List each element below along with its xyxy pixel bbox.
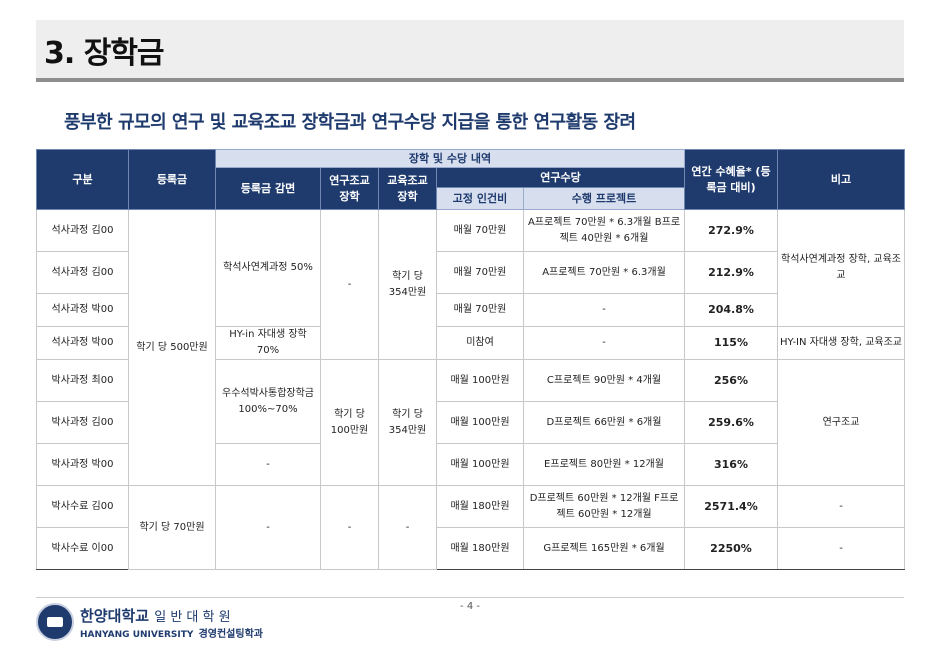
rate-cell: 256% [684, 359, 778, 402]
student-name: 석사과정 김00 [36, 251, 129, 294]
student-name: 석사과정 박00 [36, 326, 129, 360]
student-name: 박사과정 박00 [36, 443, 129, 486]
reduction-cell: - [215, 485, 321, 570]
project-cell: A프로젝트 70만원 * 6.3개월 [523, 251, 685, 294]
scholarship-table: 구분 등록금 장학 및 수당 내역 연간 수혜율* (등록금 대비) 비고 등록… [36, 149, 905, 570]
fixed-labor-cell: 미참여 [436, 326, 524, 360]
project-cell: D프로젝트 66만원 * 6개월 [523, 401, 685, 444]
ra-cell: - [320, 485, 379, 570]
rate-cell: 272.9% [684, 209, 778, 252]
student-name: 석사과정 김00 [36, 209, 129, 252]
fixed-labor-cell: 매월 70만원 [436, 251, 524, 294]
note-cell: - [777, 527, 905, 570]
rate-cell: 204.8% [684, 293, 778, 327]
page-subtitle: 풍부한 규모의 연구 및 교육조교 장학금과 연구수당 지급을 통한 연구활동 … [64, 112, 636, 133]
fixed-labor-cell: 매월 100만원 [436, 443, 524, 486]
student-name: 박사수료 김00 [36, 485, 129, 528]
project-cell: A프로젝트 70만원 * 6.3개월 B프로젝트 40만원 * 6개월 [523, 209, 685, 252]
fixed-labor-cell: 매월 180만원 [436, 527, 524, 570]
header-teaching-assistant: 교육조교 장학 [378, 167, 437, 210]
table-row: 석사과정 박00 매월 70만원 - 204.8% [36, 293, 905, 327]
header-annual-benefit: 연간 수혜율* (등록금 대비) [684, 149, 778, 210]
reduction-cell: 학석사연계과정 50% [215, 209, 321, 327]
ra-cell: 학기 당 100만원 [320, 359, 379, 486]
note-cell: 연구조교 [777, 359, 905, 486]
fixed-labor-cell: 매월 70만원 [436, 209, 524, 252]
page-title: 3. 장학금 [44, 36, 165, 71]
footer-divider [36, 597, 904, 598]
title-bar: 3. 장학금 [36, 20, 904, 82]
project-cell: C프로젝트 90만원 * 4개월 [523, 359, 685, 402]
ta-cell: - [378, 485, 437, 570]
student-name: 박사수료 이00 [36, 527, 129, 570]
rate-cell: 212.9% [684, 251, 778, 294]
header-category: 구분 [36, 149, 129, 210]
university-seal-icon [36, 603, 74, 641]
ra-cell: - [320, 209, 379, 360]
graduate-school-name: 일 반 대 학 원 [154, 610, 231, 625]
reduction-cell: 우수석박사통합장학금 100%~70% [215, 359, 321, 444]
tuition-cell: 학기 당 70만원 [128, 485, 216, 570]
table-row: 석사과정 김00 매월 70만원 A프로젝트 70만원 * 6.3개월 212.… [36, 251, 905, 294]
note-cell: HY-IN 자대생 장학, 교육조교 [777, 326, 905, 360]
project-cell: E프로젝트 80만원 * 12개월 [523, 443, 685, 486]
table-row: 박사수료 김00 학기 당 70만원 - - - 매월 180만원 D프로젝트 … [36, 485, 905, 570]
note-cell: - [777, 485, 905, 528]
note-cell: 학석사연계과정 장학, 교육조교 [777, 209, 905, 327]
header-details: 장학 및 수당 내역 [215, 149, 685, 168]
footer-brand-sub: HANYANG UNIVERSITY 경영컨설팅학과 [80, 625, 263, 640]
fixed-labor-cell: 매월 180만원 [436, 485, 524, 528]
rate-cell: 2571.4% [684, 485, 778, 528]
rate-cell: 316% [684, 443, 778, 486]
header-note: 비고 [777, 149, 905, 210]
project-cell: - [523, 326, 685, 360]
page-number: - 4 - [460, 601, 480, 612]
tuition-cell: 학기 당 500만원 [128, 209, 216, 486]
header-tuition-reduction: 등록금 감면 [215, 167, 321, 210]
fixed-labor-cell: 매월 70만원 [436, 293, 524, 327]
ta-cell: 학기 당 354만원 [378, 209, 437, 360]
rate-cell: 259.6% [684, 401, 778, 444]
student-name: 석사과정 박00 [36, 293, 129, 327]
reduction-cell: - [215, 443, 321, 486]
fixed-labor-cell: 매월 100만원 [436, 359, 524, 402]
header-fixed-labor: 고정 인건비 [436, 187, 524, 210]
student-name: 박사과정 최00 [36, 359, 129, 402]
project-cell: G프로젝트 165만원 * 6개월 [523, 527, 685, 570]
project-cell: - [523, 293, 685, 327]
department-name: 경영컨설팅학과 [198, 629, 263, 640]
header-tuition: 등록금 [128, 149, 216, 210]
footer-brand: 한양대학교 일 반 대 학 원 [80, 605, 231, 626]
university-name: 한양대학교 [80, 607, 150, 625]
ta-cell: 학기 당 354만원 [378, 359, 437, 486]
table-row: 박사수료 이00 매월 180만원 G프로젝트 165만원 * 6개월 2250… [36, 527, 905, 570]
table-row: 박사과정 박00 - 매월 100만원 E프로젝트 80만원 * 12개월 31… [36, 443, 905, 486]
header-research-allowance: 연구수당 [436, 167, 685, 188]
rate-cell: 115% [684, 326, 778, 360]
header-project: 수행 프로젝트 [523, 187, 685, 210]
rate-cell: 2250% [684, 527, 778, 570]
table-row: 석사과정 김00 학기 당 500만원 학석사연계과정 50% - 학기 당 3… [36, 209, 905, 486]
project-cell: D프로젝트 60만원 * 12개월 F프로젝트 60만원 * 12개월 [523, 485, 685, 528]
header-research-assistant: 연구조교 장학 [320, 167, 379, 210]
reduction-cell: HY-in 자대생 장학 70% [215, 326, 321, 360]
university-name-en: HANYANG UNIVERSITY [80, 630, 194, 640]
student-name: 박사과정 김00 [36, 401, 129, 444]
fixed-labor-cell: 매월 100만원 [436, 401, 524, 444]
